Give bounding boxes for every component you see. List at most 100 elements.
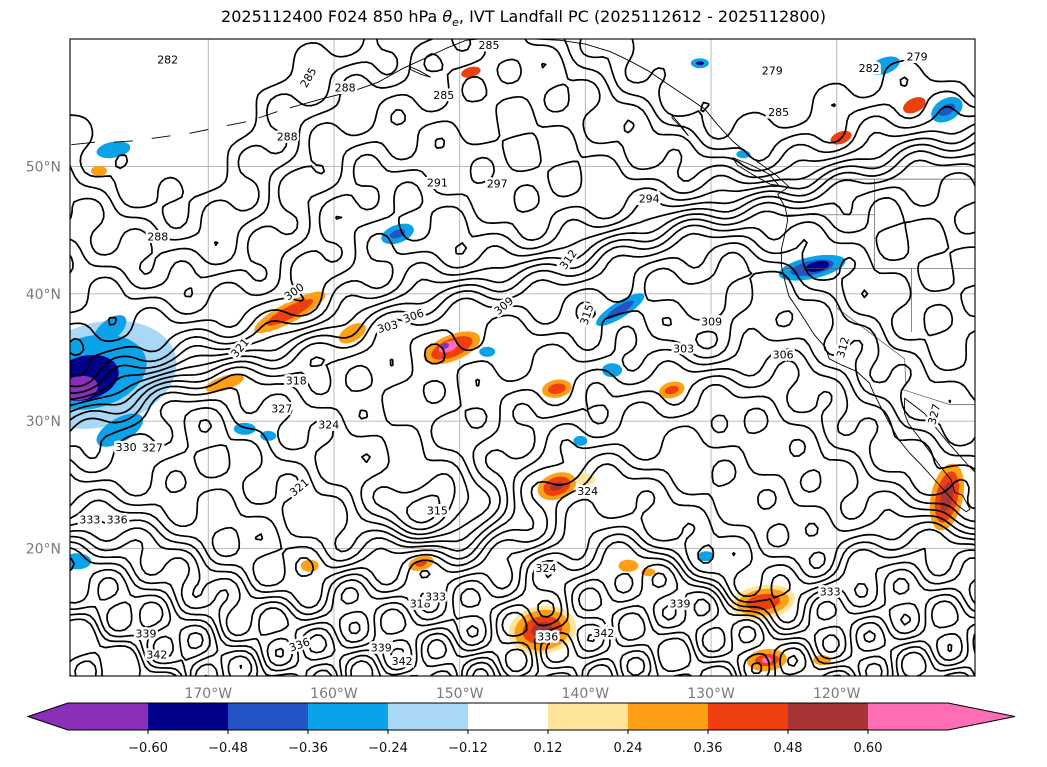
contour-336 [70,525,975,676]
contour-351 [70,612,970,676]
contour-279 [70,39,975,298]
contour-label: 339 [670,598,691,611]
coastline [671,115,689,137]
contour-276 [70,39,975,275]
anomaly-blob [205,373,244,393]
contour-306 [70,242,975,531]
contour-label: 333 [820,585,841,598]
contour-270 [70,39,975,230]
contour-label: 324 [536,562,557,575]
contour-303 [70,232,975,524]
contour-288 [70,150,975,377]
contour-label: 285 [433,89,454,102]
colorbar-tick-label: 0.24 [614,741,643,756]
x-tick-label: 130°W [687,686,735,702]
anomaly-blob [93,315,127,346]
contour-label: 327 [142,442,163,455]
coastline [189,129,209,134]
contour-label: 288 [277,131,298,144]
colorbar-segment [708,703,789,730]
contour-300 [70,221,975,407]
anomaly-blob [903,97,926,114]
contour-label: 339 [136,628,157,641]
colorbar: −0.60 −0.48 −0.36 −0.24 −0.12 0.12 0.24 0.36 0.4… [26,702,1016,756]
x-tick-label: 140°W [562,686,610,702]
anomaly-blob [574,473,595,486]
anomaly-blob [260,430,277,441]
colorbar-segment [388,703,469,730]
colorbar-under-arrow [28,703,68,730]
colorbar-tick-label: −0.48 [208,741,248,756]
state-border [836,268,905,360]
contour-label: 321 [287,476,311,499]
colorbar-segment [868,703,949,730]
coastline [289,39,479,109]
colorbar-tick-label: −0.60 [128,741,168,756]
y-tick-label: 20°N [26,542,61,558]
contour-label: 309 [701,315,722,328]
contour-label: 279 [907,50,928,63]
contour-345 [70,563,975,676]
contour-label: 318 [410,598,431,611]
contour-label: 333 [425,591,446,604]
contour-label: 303 [376,318,400,336]
contour-309 [70,251,975,536]
anomaly-blob [698,551,715,562]
coastline [71,141,96,146]
contour-label: 306 [402,307,426,326]
contour-label: 333 [79,513,100,526]
colorbar-tick-label: 0.12 [534,741,563,756]
contour-label: 324 [318,419,339,432]
anomaly-blob [531,621,554,639]
contour-label: 285 [768,106,789,119]
contour-label: 339 [371,642,392,655]
contour-315 [70,348,975,553]
contour-label: 324 [577,485,598,498]
contour-339 [70,533,975,676]
colorbar-tick-label: −0.12 [448,741,488,756]
contour-324 [70,407,975,609]
anomaly-blob [805,260,830,272]
colorbar-tick-label: 0.48 [774,741,803,756]
anomaly-blob [70,553,92,570]
contour-layer [70,39,975,676]
colorbar-tick-label: −0.24 [368,741,408,756]
theta-symbol: θ [442,7,453,26]
colorbar-outline [26,702,1016,731]
contour-294 [70,171,975,394]
contour-273 [70,39,975,247]
map-frame [69,38,976,677]
anomaly-blob [479,346,496,357]
grid-layer [70,39,975,676]
contour-330 [70,463,975,676]
anomaly-blob [606,300,634,319]
contour-label: 282 [157,54,178,67]
contour-label: 336 [107,513,128,526]
colorbar-over-arrow [948,703,1015,730]
contour-label: 282 [859,62,880,75]
x-tick-label: 170°W [184,686,232,702]
anomaly-blob [573,435,588,446]
anomaly-blob [96,141,131,159]
title-suffix: , IVT Landfall PC (2025112612 - 20251128… [458,7,826,26]
coastline [258,111,278,119]
colorbar-segment [228,703,309,730]
anomaly-blob [664,385,679,395]
anomaly-blob [695,61,704,66]
contour-321 [70,383,975,587]
contour-297 [70,197,975,401]
contour-label: 327 [926,402,944,426]
y-tick-label: 40°N [26,287,61,303]
colorbar-segment [548,703,629,730]
colorbar-tick-label: −0.36 [288,741,328,756]
anomaly-blob [266,298,314,326]
colorbar-tick-label: 0.36 [694,741,723,756]
contour-label: 318 [286,375,307,388]
x-tick-label: 160°W [310,686,358,702]
contour-291 [70,159,975,388]
contour-342 [70,541,975,676]
anomaly-blob [938,103,956,116]
contour-label: 342 [593,627,614,640]
